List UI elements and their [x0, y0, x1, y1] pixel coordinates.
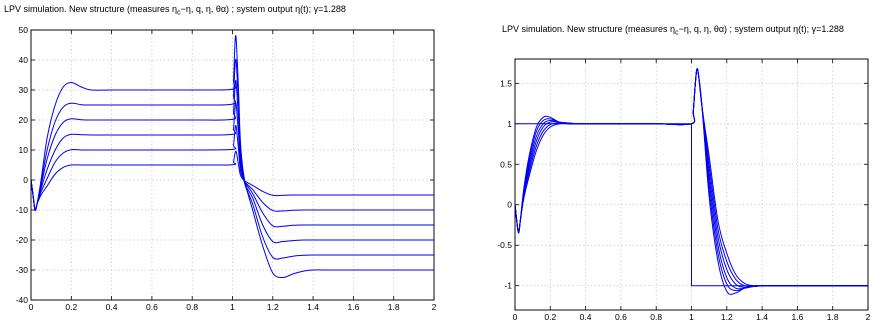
axes-border — [514, 58, 869, 311]
series-line-4 — [31, 102, 434, 228]
y-tick-label: 0 — [23, 175, 28, 185]
x-tick-label: 0 — [29, 302, 34, 312]
x-tick-label: 1.8 — [388, 302, 400, 312]
x-tick-label: 0 — [513, 312, 518, 320]
title-subscript: c — [675, 30, 679, 37]
x-tick-label: 1.6 — [347, 302, 359, 312]
chart-right: LPV simulation. New structure (measures … — [497, 24, 870, 320]
y-tick-label: 1.5 — [500, 78, 512, 88]
title-part: −η, q, η, θα) ; system output η(t); γ=1.… — [181, 4, 346, 14]
y-tick-label: -40 — [16, 295, 29, 305]
title-subscript: c — [177, 10, 181, 17]
y-tick-label: 1 — [507, 119, 512, 129]
x-tick-label: 1 — [230, 302, 235, 312]
x-tick-label: 0.2 — [544, 312, 556, 320]
y-tick-label: 30 — [19, 85, 29, 95]
x-tick-label: 1.4 — [756, 312, 768, 320]
chart-title: LPV simulation. New structure (measures … — [502, 24, 844, 37]
y-tick-label: -30 — [16, 265, 29, 275]
title-part: −η, q, η, θα) ; system output η(t); γ=1.… — [679, 24, 844, 34]
x-tick-label: 0.8 — [650, 312, 662, 320]
y-tick-label: -1 — [504, 281, 512, 291]
y-tick-label: 20 — [19, 115, 29, 125]
x-tick-label: 0.6 — [146, 302, 158, 312]
y-tick-label: -0.5 — [497, 240, 512, 250]
y-tick-label: -20 — [16, 235, 29, 245]
series-line-1 — [31, 35, 434, 278]
series-line-5 — [31, 124, 434, 212]
title-part: LPV simulation. New structure (measures … — [502, 24, 675, 34]
series-line-6 — [31, 150, 434, 211]
x-tick-label: 0.4 — [106, 302, 118, 312]
series-line-2 — [31, 58, 434, 260]
series-group — [31, 35, 434, 278]
chart-left: LPV simulation. New structure (measures … — [4, 4, 437, 312]
x-tick-label: 0.8 — [186, 302, 198, 312]
x-tick-label: 0.2 — [65, 302, 77, 312]
y-tick-label: 0.5 — [500, 159, 512, 169]
x-tick-label: 1 — [689, 312, 694, 320]
title-part: LPV simulation. New structure (measures … — [4, 4, 177, 14]
x-tick-label: 1.2 — [721, 312, 733, 320]
x-tick-label: 0.4 — [580, 312, 592, 320]
y-tick-label: 0 — [507, 200, 512, 210]
y-tick-label: 10 — [19, 145, 29, 155]
x-tick-label: 1.2 — [267, 302, 279, 312]
x-tick-label: 1.4 — [307, 302, 319, 312]
x-tick-label: 1.8 — [827, 312, 839, 320]
x-tick-label: 0.6 — [615, 312, 627, 320]
x-tick-label: 2 — [866, 312, 871, 320]
x-tick-label: 1.6 — [791, 312, 803, 320]
series-line-3 — [31, 79, 434, 244]
series-line-6 — [515, 68, 868, 287]
series-group — [515, 68, 868, 295]
axes-border — [30, 29, 435, 301]
y-tick-label: 40 — [19, 55, 29, 65]
y-tick-label: -10 — [16, 205, 29, 215]
y-tick-label: 50 — [19, 25, 29, 35]
x-tick-label: 2 — [432, 302, 437, 312]
chart-title: LPV simulation. New structure (measures … — [4, 4, 346, 17]
